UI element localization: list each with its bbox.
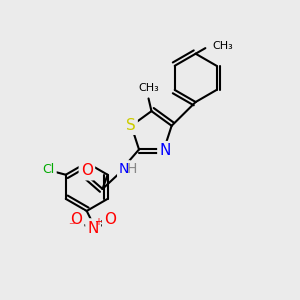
Text: ⁻: ⁻ — [68, 220, 75, 233]
Text: CH₃: CH₃ — [138, 82, 159, 93]
Text: O: O — [104, 212, 116, 227]
Text: N: N — [88, 220, 99, 236]
Text: N: N — [159, 143, 171, 158]
Text: CH₃: CH₃ — [212, 41, 233, 51]
Text: Cl: Cl — [43, 163, 55, 176]
Text: H: H — [127, 162, 137, 176]
Text: O: O — [70, 212, 82, 227]
Text: +: + — [94, 217, 103, 226]
Text: S: S — [126, 118, 136, 133]
Text: O: O — [81, 163, 93, 178]
Text: N: N — [119, 162, 130, 176]
